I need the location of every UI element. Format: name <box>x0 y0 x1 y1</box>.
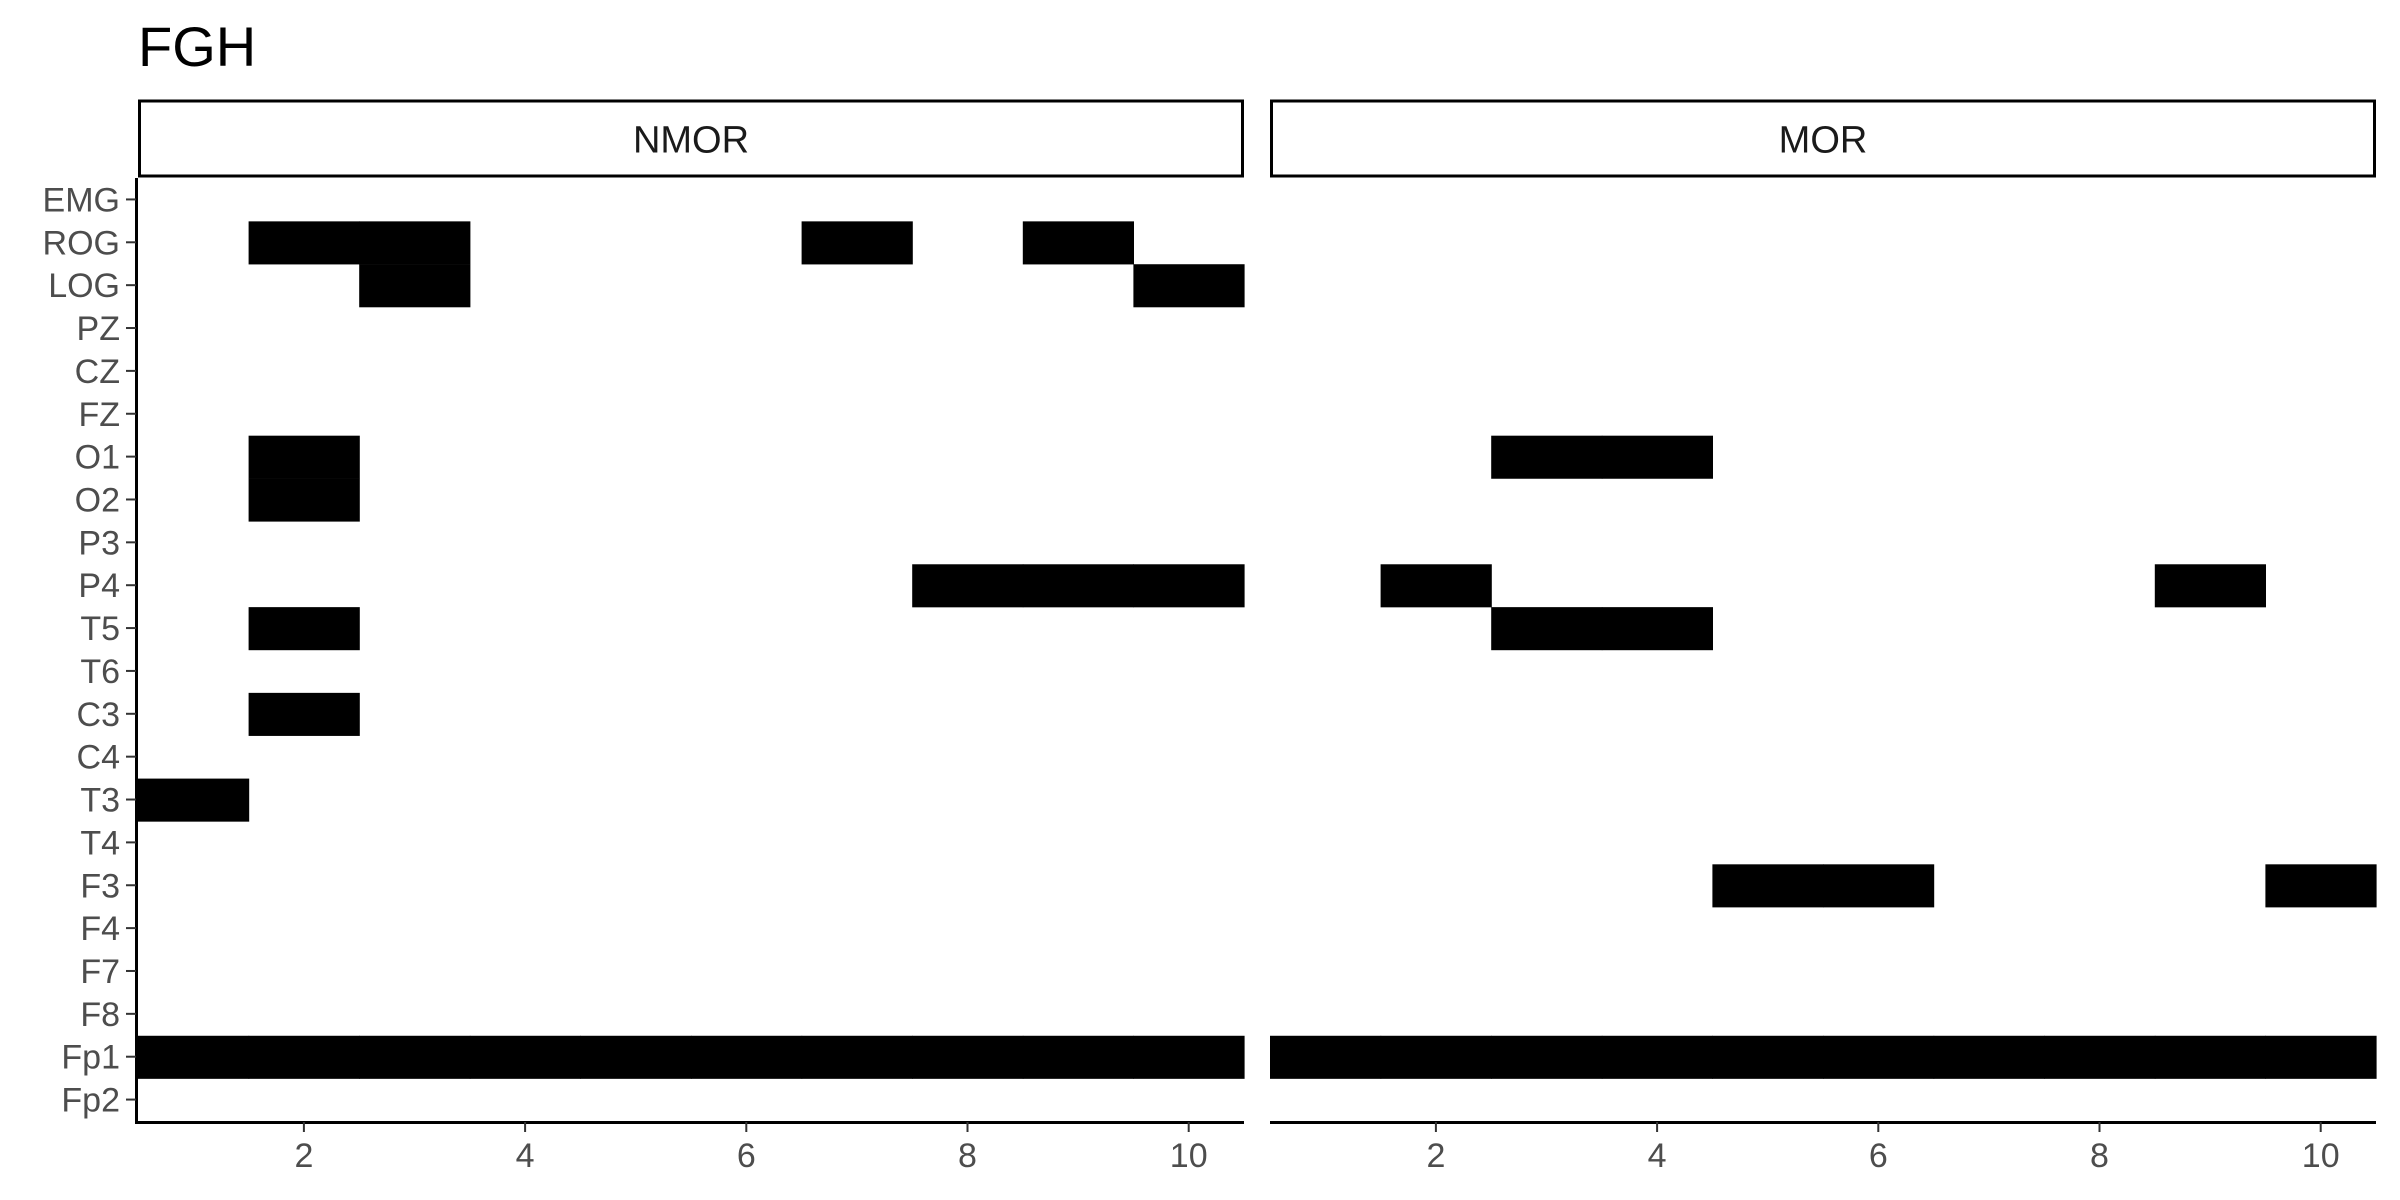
heatmap-cell <box>1712 1035 1824 1079</box>
heatmap-cell <box>359 264 471 308</box>
heatmap-cell <box>1380 564 1492 608</box>
y-tick-label: P3 <box>78 524 120 562</box>
heatmap-cell <box>801 1035 913 1079</box>
y-tick-label: ROG <box>43 224 120 262</box>
y-tick-label: T5 <box>80 610 120 648</box>
heatmap-cell <box>2154 1035 2266 1079</box>
heatmap-cell <box>691 1035 803 1079</box>
x-tick-label: 4 <box>516 1137 535 1175</box>
heatmap-cell <box>138 778 250 822</box>
heatmap-cell <box>248 1035 360 1079</box>
y-tick-label: EMG <box>43 181 120 219</box>
heatmap-cell <box>248 221 360 265</box>
y-tick-label: T6 <box>80 653 120 691</box>
heatmap-cell <box>1133 1035 1245 1079</box>
x-tick-label: 2 <box>294 1137 313 1175</box>
x-tick-label: 8 <box>958 1137 977 1175</box>
heatmap-cell <box>359 1035 471 1079</box>
y-tick-label: C4 <box>77 739 120 777</box>
facet-strip-label: MOR <box>1779 120 1868 162</box>
y-tick-label: P4 <box>78 567 120 605</box>
y-tick-label: FZ <box>78 396 120 434</box>
heatmap-cell <box>580 1035 692 1079</box>
heatmap-cell <box>1601 607 1713 651</box>
y-tick-label: F7 <box>80 953 120 991</box>
heatmap-cell <box>801 221 913 265</box>
heatmap-cell <box>912 564 1024 608</box>
heatmap-cell <box>2265 1035 2377 1079</box>
heatmap-cell <box>1601 1035 1713 1079</box>
heatmap-cell <box>1491 435 1603 479</box>
y-tick-label: F4 <box>80 910 120 948</box>
heatmap-cell <box>2044 1035 2156 1079</box>
x-tick-label: 6 <box>737 1137 756 1175</box>
facet-strip-label: NMOR <box>633 120 749 162</box>
y-tick-label: T4 <box>80 824 120 862</box>
y-tick-label: Fp1 <box>61 1039 120 1077</box>
facet-strip-nmor <box>138 99 1244 178</box>
x-tick-label: 10 <box>1170 1137 1208 1175</box>
heatmap-cell <box>359 221 471 265</box>
y-tick-label: F3 <box>80 867 120 905</box>
x-tick-label: 10 <box>2302 1137 2340 1175</box>
chart-title: FGH <box>138 15 257 78</box>
heatmap-cell <box>469 1035 581 1079</box>
heatmap-cell <box>248 478 360 522</box>
heatmap-cell <box>1022 1035 1134 1079</box>
heatmap-cell <box>1133 564 1245 608</box>
heatmap-cell <box>1712 864 1824 908</box>
y-tick-label: C3 <box>77 696 120 734</box>
y-tick-label: CZ <box>75 353 120 391</box>
heatmap-cell <box>248 607 360 651</box>
y-tick-label: PZ <box>77 310 120 348</box>
heatmap-cell <box>1823 1035 1935 1079</box>
x-tick-label: 6 <box>1869 1137 1888 1175</box>
heatmap-cell <box>1022 564 1134 608</box>
heatmap-cell <box>1933 1035 2045 1079</box>
x-tick-label: 2 <box>1426 1137 1445 1175</box>
heatmap-cell <box>1380 1035 1492 1079</box>
heatmap-cell <box>1491 1035 1603 1079</box>
y-tick-label: Fp2 <box>61 1082 120 1120</box>
heatmap-cell <box>1823 864 1935 908</box>
y-tick-label: LOG <box>48 267 120 305</box>
y-tick-label: T3 <box>80 782 120 820</box>
heatmap-cell <box>248 692 360 736</box>
heatmap-cell <box>1133 264 1245 308</box>
heatmap-cell <box>1022 221 1134 265</box>
heatmap-cell <box>912 1035 1024 1079</box>
y-tick-label: O1 <box>75 439 120 477</box>
y-tick-label: O2 <box>75 481 120 519</box>
heatmap-cell <box>1491 607 1603 651</box>
y-tick-label: F8 <box>80 996 120 1034</box>
facet-strip-mor <box>1270 99 2376 178</box>
x-tick-label: 8 <box>2090 1137 2109 1175</box>
heatmap-cell <box>2154 564 2266 608</box>
heatmap-cell <box>1601 435 1713 479</box>
heatmap-cell <box>138 1035 250 1079</box>
heatmap-cell <box>2265 864 2377 908</box>
heatmap-cell <box>248 435 360 479</box>
x-tick-label: 4 <box>1648 1137 1667 1175</box>
heatmap-cell <box>1270 1035 1382 1079</box>
